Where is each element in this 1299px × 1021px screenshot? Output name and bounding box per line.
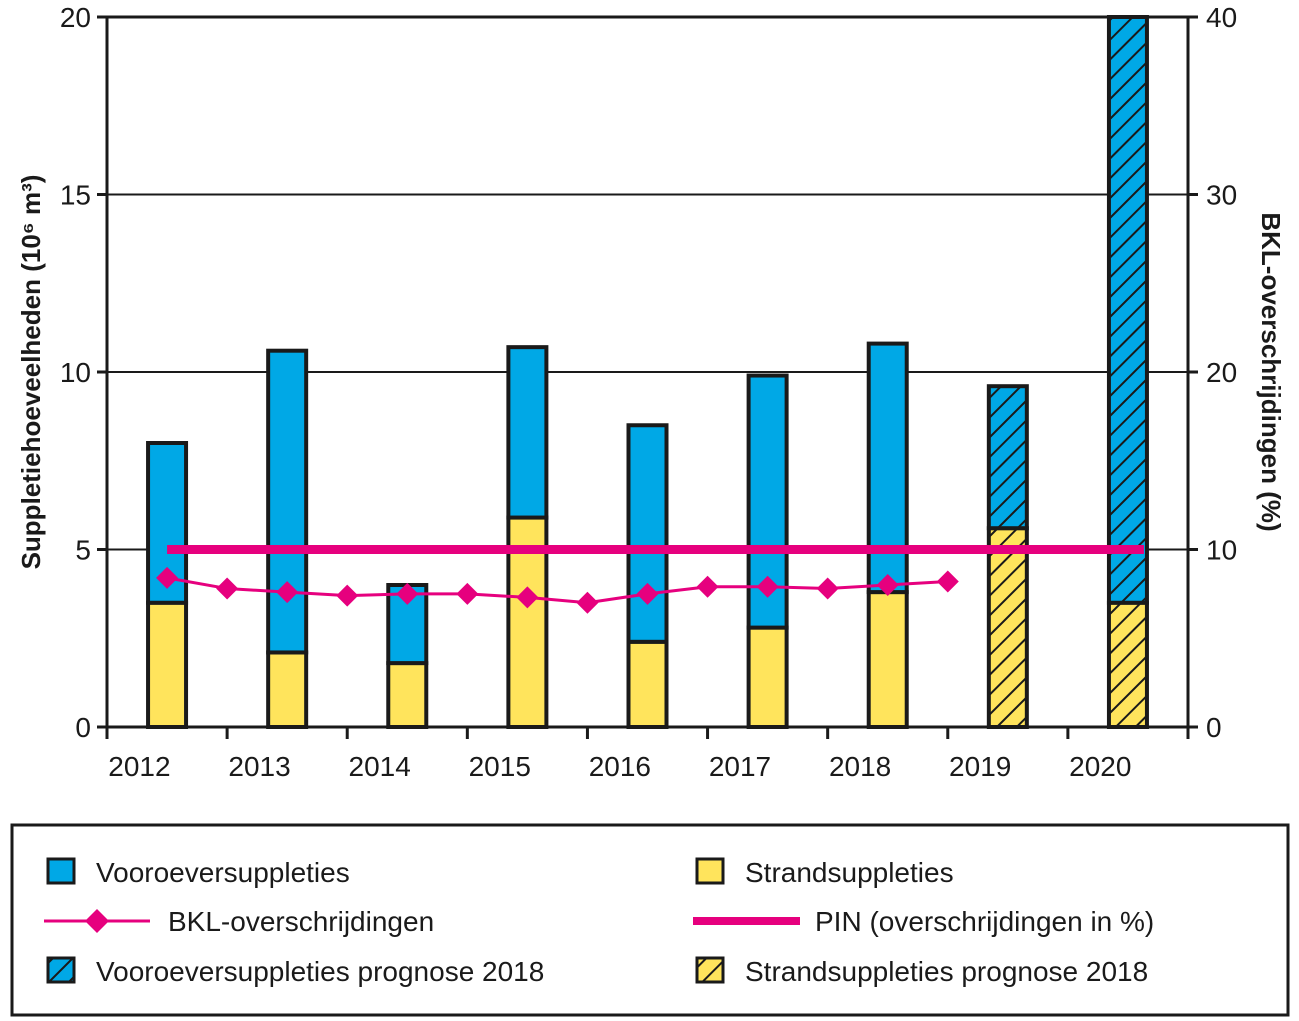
bkl-marker-9 — [696, 575, 719, 598]
bkl-marker-7 — [576, 591, 599, 614]
x-tick-label-2012: 2012 — [108, 751, 170, 782]
bar-strand-2017 — [746, 625, 789, 729]
y-tick-label-2: 10 — [60, 357, 91, 388]
bkl-marker-11 — [816, 577, 839, 600]
bkl-marker-3 — [336, 584, 359, 607]
y-tick-label-1: 5 — [75, 535, 91, 566]
y-tick-label-4: 20 — [60, 2, 91, 33]
bar-strand-2014 — [386, 661, 429, 729]
bar-vooroever-prognose-2019 — [986, 384, 1029, 531]
bar-strand-2012 — [146, 600, 189, 729]
legend-swatch-strand — [695, 857, 725, 885]
bkl-marker-1 — [216, 577, 239, 600]
legend-label-strand: Strandsuppleties — [745, 857, 954, 888]
legend-swatch-vooroever — [46, 857, 76, 885]
bkl-layer — [156, 566, 959, 614]
x-tick-label-2017: 2017 — [709, 751, 771, 782]
x-tick-label-2020: 2020 — [1069, 751, 1131, 782]
tick-labels: 0 5 10 15 20 0 10 20 30 40 2012 2013 2014 2015 2016 201… — [60, 2, 1237, 782]
y2-tick-label-3: 30 — [1206, 180, 1237, 211]
bkl-marker-6 — [516, 586, 539, 609]
x-tick-label-2016: 2016 — [589, 751, 651, 782]
bkl-marker-4 — [396, 582, 419, 605]
y2-tick-label-0: 0 — [1206, 712, 1222, 743]
legend-box — [10, 823, 1290, 1017]
bkl-marker-13 — [936, 570, 959, 593]
bar-vooroever-2018 — [866, 341, 909, 595]
bar-vooroever-2013 — [266, 348, 309, 655]
legend-swatch-bkl-marker — [85, 909, 109, 933]
y2-tick-label-1: 10 — [1206, 535, 1237, 566]
bkl-marker-8 — [636, 582, 659, 605]
bar-vooroever-prognose-2020 — [1106, 15, 1149, 605]
bar-strand-prognose-2019 — [986, 526, 1029, 730]
legend-label-bkl: BKL-overschrijdingen — [168, 906, 434, 937]
y-axis-title: Suppletiehoeveelheden (10⁶ m³) — [16, 175, 46, 570]
bar-strand-2018 — [866, 590, 909, 729]
bar-vooroever-2016 — [626, 423, 669, 644]
legend: Vooroeversuppleties Strandsuppleties BKL… — [10, 823, 1290, 1017]
bar-strand-2016 — [626, 639, 669, 729]
y-tick-label-3: 15 — [60, 180, 91, 211]
bkl-marker-10 — [756, 575, 779, 598]
bar-strand-prognose-2020 — [1106, 600, 1149, 729]
bkl-marker-12 — [876, 574, 899, 596]
x-tick-label-2014: 2014 — [349, 751, 411, 782]
bkl-marker-5 — [456, 582, 479, 605]
x-tick-label-2019: 2019 — [949, 751, 1011, 782]
x-tick-label-2013: 2013 — [228, 751, 290, 782]
bkl-marker-2 — [276, 581, 299, 604]
bar-strand-2013 — [266, 650, 309, 730]
legend-label-strand-prognose: Strandsuppleties prognose 2018 — [745, 956, 1148, 987]
y2-axis-title: BKL-overschrijdingen (%) — [1256, 212, 1286, 531]
x-tick-label-2018: 2018 — [829, 751, 891, 782]
y-tick-label-0: 0 — [75, 712, 91, 743]
legend-swatch-vooroever-prognose — [46, 956, 76, 984]
y2-tick-label-4: 40 — [1206, 2, 1237, 33]
legend-swatch-strand-prognose — [695, 956, 725, 984]
bkl-marker-0 — [156, 566, 179, 589]
legend-label-pin: PIN (overschrijdingen in %) — [815, 906, 1154, 937]
bar-vooroever-2015 — [506, 345, 549, 520]
y2-tick-label-2: 20 — [1206, 357, 1237, 388]
legend-label-vooroever: Vooroeversuppleties — [96, 857, 350, 888]
x-tick-label-2015: 2015 — [469, 751, 531, 782]
legend-label-vooroever-prognose: Vooroeversuppleties prognose 2018 — [96, 956, 544, 987]
axes — [97, 15, 1198, 739]
